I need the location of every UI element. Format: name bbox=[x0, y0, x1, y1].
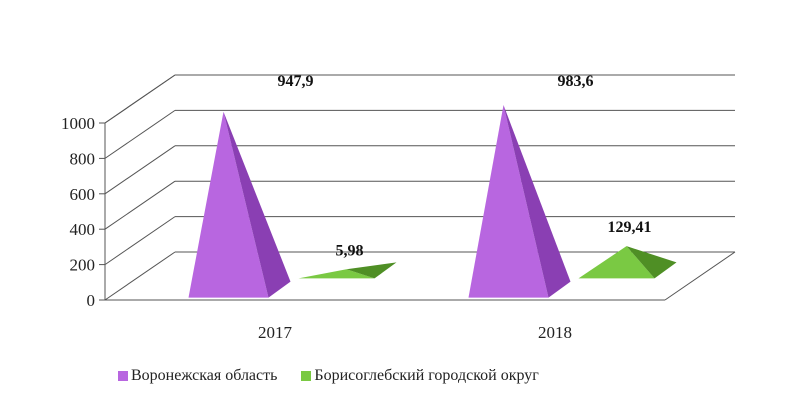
y-tick-label: 0 bbox=[87, 291, 96, 310]
data-label: 129,41 bbox=[608, 219, 652, 236]
y-axis: 0 200 400 600 800 1000 bbox=[61, 114, 105, 310]
legend: Воронежская область Борисоглебский город… bbox=[118, 364, 563, 388]
x-tick-label: 2017 bbox=[258, 323, 293, 342]
y-tick-label: 400 bbox=[70, 220, 96, 239]
legend-swatch-voronezh bbox=[118, 371, 128, 381]
y-tick-label: 800 bbox=[70, 149, 96, 168]
gridline-diagonal bbox=[104, 109, 176, 159]
gridline-diagonal bbox=[104, 74, 176, 124]
y-tick-label: 200 bbox=[70, 256, 96, 275]
chart-marks: 947,9 983,6 5,98 129,41 bbox=[188, 73, 677, 298]
pyramid-front-Борисоглебский городской округ-2018 bbox=[578, 246, 655, 279]
pyramid-front-Борисоглебский городской округ-2017 bbox=[298, 269, 375, 279]
gridlines bbox=[104, 74, 735, 301]
data-label: 983,6 bbox=[558, 73, 594, 90]
pyramid-front-Воронежская область-2018 bbox=[468, 105, 549, 298]
x-axis: 2017 2018 bbox=[258, 323, 572, 342]
legend-item-borisoglebsk: Борисоглебский городской округ bbox=[301, 367, 539, 385]
legend-swatch-borisoglebsk bbox=[301, 371, 312, 381]
pyramid-side-Борисоглебский городской округ-2017 bbox=[346, 262, 397, 279]
pyramid-side-Борисоглебский городской округ-2018 bbox=[626, 246, 677, 279]
pyramid-side-Воронежская область-2018 bbox=[503, 105, 571, 298]
side-wall bbox=[104, 74, 176, 300]
pyramid-front-Воронежская область-2017 bbox=[188, 111, 269, 298]
gridline-diagonal bbox=[104, 145, 176, 195]
data-label: 5,98 bbox=[336, 242, 364, 259]
pyramid-side-Воронежская область-2017 bbox=[223, 111, 291, 298]
y-tick-label: 600 bbox=[70, 185, 96, 204]
gridline-diagonal bbox=[104, 216, 176, 266]
x-tick-label: 2018 bbox=[538, 323, 572, 342]
gridline-diagonal bbox=[104, 251, 176, 301]
legend-label-borisoglebsk: Борисоглебский городской округ bbox=[314, 367, 539, 384]
y-tick-label: 1000 bbox=[61, 114, 95, 133]
legend-label-voronezh: Воронежская область bbox=[131, 367, 278, 384]
floor-right-edge bbox=[664, 251, 736, 301]
data-label: 947,9 bbox=[278, 73, 314, 90]
gridline-diagonal bbox=[104, 180, 176, 230]
legend-item-voronezh: Воронежская область bbox=[118, 367, 277, 385]
